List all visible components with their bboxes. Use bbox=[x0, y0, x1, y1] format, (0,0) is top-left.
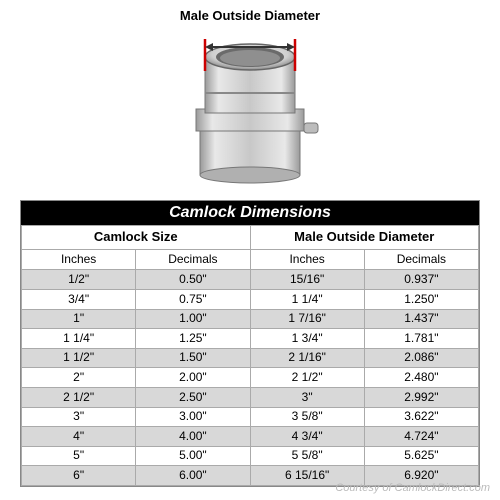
table-row: 1 1/2"1.50"2 1/16"2.086" bbox=[22, 348, 479, 368]
table-cell: 1.437" bbox=[364, 309, 478, 329]
table-row: 2 1/2"2.50"3"2.992" bbox=[22, 388, 479, 408]
table-cell: 5.00" bbox=[136, 446, 250, 466]
table-body: 1/2"0.50"15/16"0.937"3/4"0.75"1 1/4"1.25… bbox=[22, 270, 479, 486]
dimensions-table-container: Camlock Dimensions Camlock Size Male Out… bbox=[20, 200, 480, 487]
table-cell: 2" bbox=[22, 368, 136, 388]
table-cell: 2.086" bbox=[364, 348, 478, 368]
table-cell: 1.781" bbox=[364, 329, 478, 349]
table-cell: 1 3/4" bbox=[250, 329, 364, 349]
table-row: 4"4.00"4 3/4"4.724" bbox=[22, 427, 479, 447]
sub-header: Inches bbox=[250, 249, 364, 270]
table-cell: 3" bbox=[250, 388, 364, 408]
table-cell: 1 1/4" bbox=[250, 290, 364, 310]
table-cell: 6.00" bbox=[136, 466, 250, 486]
table-cell: 5 5/8" bbox=[250, 446, 364, 466]
diagram-label: Male Outside Diameter bbox=[180, 8, 320, 23]
table-cell: 5.625" bbox=[364, 446, 478, 466]
group-header-size: Camlock Size bbox=[22, 226, 251, 250]
table-row: 3/4"0.75"1 1/4"1.250" bbox=[22, 290, 479, 310]
table-cell: 0.937" bbox=[364, 270, 478, 290]
table-cell: 4 3/4" bbox=[250, 427, 364, 447]
table-cell: 2 1/2" bbox=[22, 388, 136, 408]
table-cell: 1 1/4" bbox=[22, 329, 136, 349]
table-cell: 3" bbox=[22, 407, 136, 427]
table-cell: 2.992" bbox=[364, 388, 478, 408]
table-row: 2"2.00"2 1/2"2.480" bbox=[22, 368, 479, 388]
table-cell: 1.50" bbox=[136, 348, 250, 368]
table-cell: 3/4" bbox=[22, 290, 136, 310]
sub-header: Inches bbox=[22, 249, 136, 270]
table-cell: 4.00" bbox=[136, 427, 250, 447]
table-cell: 2.50" bbox=[136, 388, 250, 408]
table-row: 1/2"0.50"15/16"0.937" bbox=[22, 270, 479, 290]
table-cell: 3.622" bbox=[364, 407, 478, 427]
table-cell: 3 5/8" bbox=[250, 407, 364, 427]
table-cell: 5" bbox=[22, 446, 136, 466]
table-cell: 4.724" bbox=[364, 427, 478, 447]
table-cell: 1.250" bbox=[364, 290, 478, 310]
table-cell: 0.75" bbox=[136, 290, 250, 310]
table-row: 5"5.00"5 5/8"5.625" bbox=[22, 446, 479, 466]
table-cell: 6" bbox=[22, 466, 136, 486]
table-cell: 2.00" bbox=[136, 368, 250, 388]
group-header-od: Male Outside Diameter bbox=[250, 226, 479, 250]
table-cell: 4" bbox=[22, 427, 136, 447]
table-cell: 3.00" bbox=[136, 407, 250, 427]
table-cell: 1 7/16" bbox=[250, 309, 364, 329]
table-row: 1"1.00"1 7/16"1.437" bbox=[22, 309, 479, 329]
table-cell: 1/2" bbox=[22, 270, 136, 290]
table-cell: 1.00" bbox=[136, 309, 250, 329]
fitting-illustration bbox=[160, 27, 340, 187]
sub-header: Decimals bbox=[136, 249, 250, 270]
table-title: Camlock Dimensions bbox=[21, 201, 479, 225]
table-cell: 2.480" bbox=[364, 368, 478, 388]
dimensions-table: Camlock Size Male Outside Diameter Inche… bbox=[21, 225, 479, 486]
table-cell: 1" bbox=[22, 309, 136, 329]
table-row: 1 1/4"1.25"1 3/4"1.781" bbox=[22, 329, 479, 349]
table-cell: 2 1/2" bbox=[250, 368, 364, 388]
sub-header: Decimals bbox=[364, 249, 478, 270]
table-cell: 0.50" bbox=[136, 270, 250, 290]
table-row: 3"3.00"3 5/8"3.622" bbox=[22, 407, 479, 427]
attribution-text: Courtesy of CamlockDirect.com bbox=[335, 482, 490, 494]
table-cell: 2 1/16" bbox=[250, 348, 364, 368]
table-cell: 1 1/2" bbox=[22, 348, 136, 368]
table-cell: 1.25" bbox=[136, 329, 250, 349]
diagram-area: Male Outside Diameter bbox=[0, 0, 500, 200]
table-cell: 15/16" bbox=[250, 270, 364, 290]
